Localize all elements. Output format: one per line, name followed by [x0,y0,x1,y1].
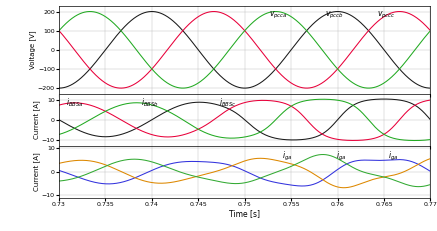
Text: $i_{ga}$: $i_{ga}$ [336,149,346,163]
Text: $i_{ga}$: $i_{ga}$ [388,149,398,163]
Text: $i_{BBSb}$: $i_{BBSb}$ [141,96,159,109]
Text: $v_{pccb}$: $v_{pccb}$ [325,10,343,21]
Y-axis label: Current [A]: Current [A] [34,100,41,139]
Text: $v_{pccc}$: $v_{pccc}$ [377,10,395,21]
Text: $v_{pcca}$: $v_{pcca}$ [269,10,288,21]
Y-axis label: Current [A]: Current [A] [34,152,41,191]
Text: $i_{BBSa}$: $i_{BBSa}$ [66,96,84,109]
Text: $i_{ga}$: $i_{ga}$ [282,149,292,163]
X-axis label: Time [s]: Time [s] [229,210,260,219]
Text: $i_{BBSc}$: $i_{BBSc}$ [219,96,236,109]
Y-axis label: Voltage [V]: Voltage [V] [30,30,36,69]
